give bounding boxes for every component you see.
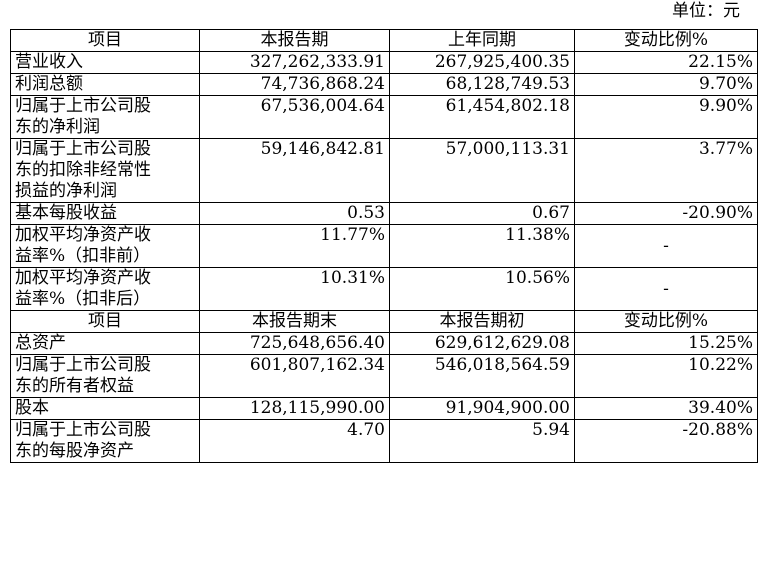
cell-current: 74,736,868.24 (199, 73, 390, 96)
row-label: 股本 (10, 397, 200, 420)
cell-current: 327,262,333.91 (199, 51, 390, 74)
table-row: 股本 128,115,990.00 91,904,900.00 39.40% (10, 397, 758, 420)
row-label-line: 股本 (15, 398, 49, 419)
cell-previous: 546,018,564.59 (389, 354, 575, 398)
cell-change: - (574, 267, 758, 311)
cell-current: 11.77% (199, 224, 390, 268)
table-body: 项目 本报告期 上年同期 变动比例% 营业收入 327,262,333.91 267,925… (10, 29, 758, 463)
row-label: 加权平均净资产收 益率%（扣非前） (10, 224, 200, 268)
financial-summary-table: 项目 本报告期 上年同期 变动比例% 营业收入 327,262,333.91 267,925… (10, 29, 758, 463)
row-label: 基本每股收益 (10, 202, 200, 225)
row-label-line: 营业收入 (15, 52, 83, 73)
row-label-line: 东的每股净资产 (15, 441, 134, 461)
cell-previous: 5.94 (389, 419, 575, 463)
cell-previous: 11.38% (389, 224, 575, 268)
cell-previous: 629,612,629.08 (389, 332, 575, 355)
row-label: 加权平均净资产收 益率%（扣非后） (10, 267, 200, 311)
row-label: 归属于上市公司股 东的扣除非经常性 损益的净利润 (10, 138, 200, 203)
cell-current: 128,115,990.00 (199, 397, 390, 420)
column-header: 变动比例% (574, 29, 758, 52)
cell-change: 3.77% (574, 138, 758, 203)
cell-previous: 57,000,113.31 (389, 138, 575, 203)
column-header: 项目 (10, 29, 200, 52)
cell-change: -20.88% (574, 419, 758, 463)
table-row: 加权平均净资产收 益率%（扣非后） 10.31% 10.56% - (10, 267, 758, 311)
row-label: 营业收入 (10, 51, 200, 74)
row-label-line: 归属于上市公司股 (15, 420, 151, 441)
row-label-line: 基本每股收益 (15, 203, 117, 224)
table-row: 利润总额 74,736,868.24 68,128,749.53 9.70% (10, 73, 758, 96)
cell-current: 59,146,842.81 (199, 138, 390, 203)
row-label: 归属于上市公司股 东的每股净资产 (10, 419, 200, 463)
row-label: 归属于上市公司股 东的净利润 (10, 95, 200, 139)
table-row: 归属于上市公司股 东的净利润 67,536,004.64 61,454,802.18 9… (10, 95, 758, 139)
column-header: 变动比例% (574, 310, 758, 333)
row-label-line: 损益的净利润 (15, 181, 117, 201)
row-label-line: 益率%（扣非后） (15, 289, 151, 309)
row-label-line: 加权平均净资产收 (15, 268, 151, 289)
row-label-line: 归属于上市公司股 (15, 139, 151, 160)
column-header: 本报告期 (199, 29, 390, 52)
cell-previous: 68,128,749.53 (389, 73, 575, 96)
cell-change: 22.15% (574, 51, 758, 74)
unit-label: 单位：元 (672, 1, 740, 21)
row-label-line: 归属于上市公司股 (15, 355, 151, 376)
cell-change: - (574, 224, 758, 268)
cell-previous: 267,925,400.35 (389, 51, 575, 74)
cell-previous: 10.56% (389, 267, 575, 311)
cell-current: 0.53 (199, 202, 390, 225)
row-label-line: 益率%（扣非前） (15, 246, 151, 266)
header-row: 项目 本报告期末 本报告期初 变动比例% (10, 310, 758, 333)
cell-change: 15.25% (574, 332, 758, 355)
cell-change: -20.90% (574, 202, 758, 225)
row-label-line: 利润总额 (15, 74, 83, 95)
row-label-line: 东的扣除非经常性 (15, 160, 151, 180)
row-label-line: 归属于上市公司股 (15, 96, 151, 117)
column-header: 上年同期 (389, 29, 575, 52)
cell-current: 67,536,004.64 (199, 95, 390, 139)
row-label: 归属于上市公司股 东的所有者权益 (10, 354, 200, 398)
row-label-line: 总资产 (15, 333, 66, 354)
column-header: 本报告期末 (199, 310, 390, 333)
table-row: 营业收入 327,262,333.91 267,925,400.35 22.15% (10, 51, 758, 74)
cell-current: 601,807,162.34 (199, 354, 390, 398)
cell-current: 4.70 (199, 419, 390, 463)
row-label-line: 东的所有者权益 (15, 376, 134, 396)
table-row: 归属于上市公司股 东的每股净资产 4.70 5.94 -20.88% (10, 419, 758, 463)
row-label-line: 东的净利润 (15, 117, 100, 137)
cell-previous: 0.67 (389, 202, 575, 225)
cell-change: 10.22% (574, 354, 758, 398)
cell-current: 725,648,656.40 (199, 332, 390, 355)
column-header: 项目 (10, 310, 200, 333)
cell-change: 39.40% (574, 397, 758, 420)
table-row: 归属于上市公司股 东的扣除非经常性 损益的净利润 59,146,842.81 57,00… (10, 138, 758, 203)
row-label: 利润总额 (10, 73, 200, 96)
cell-change: 9.70% (574, 73, 758, 96)
table-row: 基本每股收益 0.53 0.67 -20.90% (10, 202, 758, 225)
table-row: 归属于上市公司股 东的所有者权益 601,807,162.34 546,018,564… (10, 354, 758, 398)
cell-previous: 61,454,802.18 (389, 95, 575, 139)
cell-change: 9.90% (574, 95, 758, 139)
cell-current: 10.31% (199, 267, 390, 311)
table-row: 总资产 725,648,656.40 629,612,629.08 15.25% (10, 332, 758, 355)
cell-previous: 91,904,900.00 (389, 397, 575, 420)
row-label: 总资产 (10, 332, 200, 355)
table-row: 加权平均净资产收 益率%（扣非前） 11.77% 11.38% - (10, 224, 758, 268)
header-row: 项目 本报告期 上年同期 变动比例% (10, 29, 758, 52)
row-label-line: 加权平均净资产收 (15, 225, 151, 246)
column-header: 本报告期初 (389, 310, 575, 333)
